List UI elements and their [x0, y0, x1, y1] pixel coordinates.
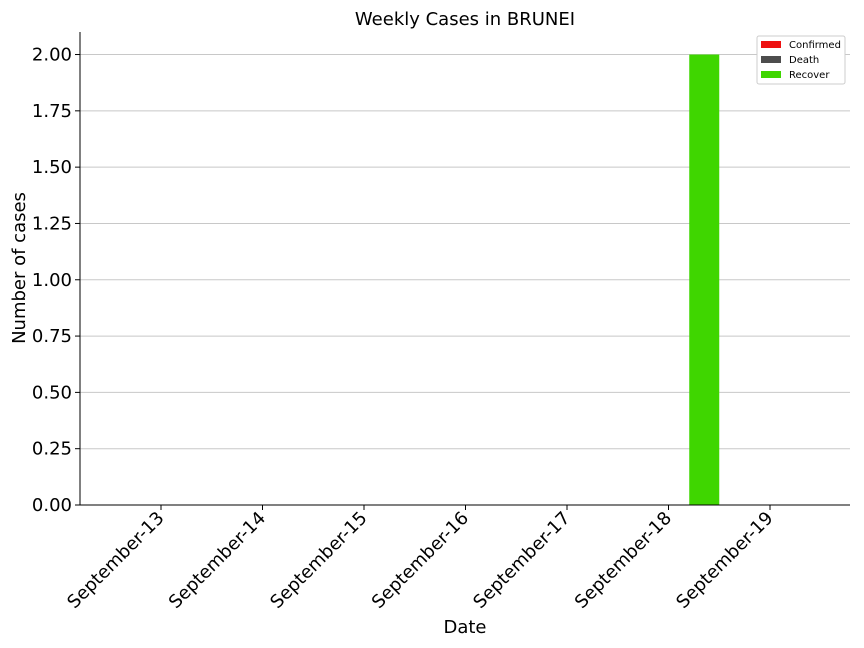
bar-recover-5 — [689, 54, 720, 506]
y-ticks: 0.00 0.25 0.50 0.75 1.00 1.25 1.50 1.75 2.00 — [32, 45, 80, 516]
chart-title: Weekly Cases in BRUNEI — [355, 9, 575, 30]
legend-label-confirmed: Confirmed — [789, 40, 841, 51]
x-tick-label: September-15 — [266, 508, 371, 613]
y-axis-title: Number of cases — [9, 192, 30, 344]
x-tick-label: September-16 — [368, 508, 473, 613]
legend: Confirmed Death Recover — [756, 35, 846, 85]
legend-label-recover: Recover — [789, 70, 830, 81]
y-tick-label: 0.25 — [32, 439, 72, 460]
x-ticks: September-13September-14September-15Sept… — [63, 505, 778, 613]
y-tick-label: 1.00 — [32, 270, 72, 291]
x-axis-title: Date — [443, 617, 486, 638]
y-tick-label: 1.50 — [32, 157, 72, 178]
y-tick-label: 0.50 — [32, 382, 72, 403]
x-tick-label: September-14 — [165, 508, 270, 613]
x-tick-label: September-13 — [63, 508, 168, 613]
x-tick-label: September-18 — [571, 508, 676, 613]
x-tick-label: September-17 — [469, 508, 574, 613]
axes — [79, 32, 850, 506]
y-tick-label: 2.00 — [32, 45, 72, 66]
y-tick-label: 1.75 — [32, 101, 72, 122]
y-tick-label: 1.25 — [32, 213, 72, 234]
y-tick-label: 0.00 — [32, 495, 72, 516]
legend-swatch-recover — [761, 71, 781, 78]
legend-swatch-death — [761, 56, 781, 63]
legend-swatch-confirmed — [761, 41, 781, 48]
bars — [689, 54, 720, 506]
x-tick-label: September-19 — [672, 508, 777, 613]
grid-lines — [80, 54, 850, 450]
legend-label-death: Death — [789, 55, 819, 66]
y-tick-label: 0.75 — [32, 326, 72, 347]
